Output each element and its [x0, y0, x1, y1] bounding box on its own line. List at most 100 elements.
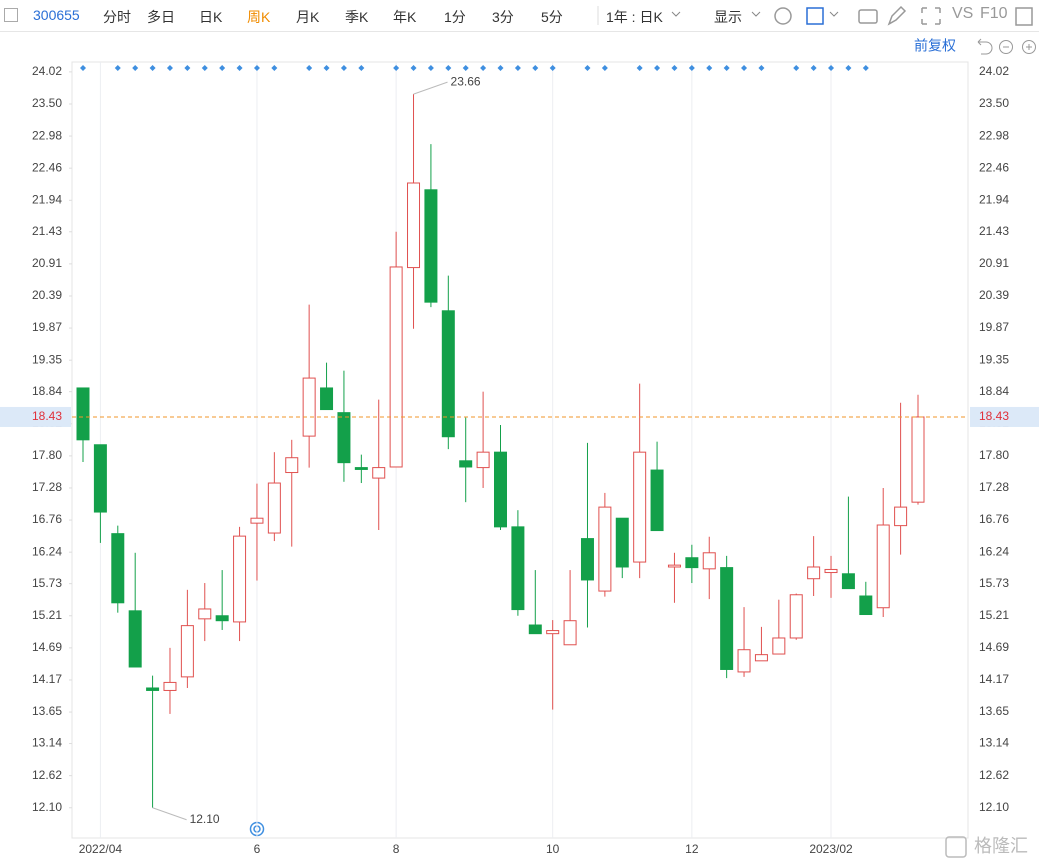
y-tick-label-right: 15.73 — [979, 576, 1009, 590]
f10[interactable]: F10 — [980, 5, 1008, 22]
candle-body — [911, 416, 925, 503]
candle-body — [598, 506, 612, 592]
event-marker — [862, 65, 869, 71]
y-tick-label-right: 21.94 — [979, 192, 1009, 206]
y-tick-label-right: 15.21 — [979, 608, 1009, 622]
y-tick-label: 12.62 — [32, 768, 62, 782]
event-marker — [219, 65, 226, 71]
period-tab[interactable]: 周K — [247, 9, 271, 25]
y-tick-label: 20.91 — [32, 256, 62, 270]
candle-body — [354, 467, 368, 470]
reset-icon[interactable] — [977, 38, 993, 55]
event-marker — [184, 65, 191, 71]
event-marker — [671, 65, 678, 71]
candle-body — [302, 377, 316, 437]
event-marker — [323, 65, 330, 71]
y-tick-label-right: 20.39 — [979, 288, 1009, 302]
candle-body — [128, 610, 142, 668]
candle-body — [528, 624, 542, 635]
period-tab[interactable]: 多日 — [147, 9, 175, 25]
period-tab[interactable]: 分时 — [103, 9, 131, 25]
panel-icon[interactable] — [1015, 7, 1033, 26]
y-tick-label: 22.46 — [32, 160, 62, 174]
y-tick-label-right: 24.02 — [979, 64, 1009, 78]
event-marker — [358, 65, 365, 71]
adjust-button[interactable]: 前复权 — [914, 38, 956, 54]
event-marker — [584, 65, 591, 71]
period-tab[interactable]: 季K — [345, 9, 369, 25]
y-tick-label: 12.10 — [32, 800, 62, 814]
candle-body — [320, 387, 334, 411]
candle-body — [563, 620, 577, 646]
settings-icon[interactable] — [774, 7, 792, 25]
y-tick-label-right: 13.14 — [979, 736, 1009, 750]
candle-body — [876, 524, 890, 609]
event-marker — [201, 65, 208, 71]
color-icon[interactable] — [806, 7, 824, 25]
zoom-out[interactable] — [999, 40, 1013, 54]
annotation-leader — [152, 807, 187, 821]
chevrons — [671, 11, 839, 17]
event-marker — [601, 65, 608, 71]
y-tick-label: 16.24 — [32, 544, 62, 558]
pen-icon[interactable] — [887, 5, 907, 26]
x-tick-label: 12 — [685, 842, 699, 856]
y-tick-label: 20.39 — [32, 288, 62, 302]
y-tick-label-right: 22.46 — [979, 160, 1009, 174]
fullscreen-icon[interactable] — [921, 7, 941, 25]
y-tick-label-right: 21.43 — [979, 224, 1009, 238]
last-price-box — [0, 406, 71, 427]
period-tab[interactable]: 月K — [296, 9, 320, 25]
event-marker — [636, 65, 643, 71]
candle-body — [407, 182, 421, 269]
candle-body — [772, 637, 786, 655]
candle-body — [633, 451, 647, 563]
stock-code[interactable]: 300655 — [33, 7, 80, 23]
zoom-in[interactable] — [1022, 40, 1036, 54]
event-marker — [462, 65, 469, 71]
event-marker — [114, 65, 121, 71]
event-marker — [828, 65, 835, 71]
compare[interactable]: VS — [952, 5, 974, 22]
period-tab[interactable]: 1分 — [444, 9, 466, 25]
last-price-label-right: 18.43 — [979, 409, 1009, 423]
candle-body — [180, 625, 194, 678]
y-tick-label: 13.65 — [32, 704, 62, 718]
y-tick-label-right: 23.50 — [979, 96, 1009, 110]
candle-body — [824, 568, 838, 574]
candle-body — [754, 654, 768, 662]
period-tab[interactable]: 3分 — [492, 9, 514, 25]
event-marker — [706, 65, 713, 71]
display-select[interactable]: 显示 — [714, 9, 742, 25]
camera-icon[interactable] — [858, 9, 878, 24]
candle-body — [650, 469, 664, 532]
y-tick-label: 21.94 — [32, 192, 62, 206]
watermark-logo — [945, 836, 967, 858]
period-tab[interactable]: 日K — [199, 9, 223, 25]
candle-body — [580, 538, 594, 581]
annotation-label: 23.66 — [451, 74, 481, 88]
period-tab[interactable]: 年K — [393, 9, 417, 25]
y-tick-label-right: 17.28 — [979, 480, 1009, 494]
candle-body — [163, 681, 177, 691]
y-tick-label-right: 19.87 — [979, 320, 1009, 334]
y-tick-label-right: 14.69 — [979, 640, 1009, 654]
candle-body — [841, 573, 855, 590]
y-tick-label-right: 12.10 — [979, 800, 1009, 814]
period-tab[interactable]: 5分 — [541, 9, 563, 25]
event-marker — [845, 65, 852, 71]
candle-body — [389, 266, 403, 468]
y-tick-label: 16.76 — [32, 512, 62, 526]
y-tick-label: 17.80 — [32, 448, 62, 462]
y-tick-label-right: 20.91 — [979, 256, 1009, 270]
candle-body — [546, 630, 560, 635]
range-select[interactable]: 1年 : 日K — [606, 9, 663, 25]
candle-body — [250, 517, 264, 524]
event-marker — [549, 65, 556, 71]
x-tick-label: 2023/02 — [809, 842, 853, 856]
candle-body — [685, 557, 699, 569]
candle-body — [476, 451, 490, 469]
checkbox[interactable] — [4, 8, 18, 22]
candle-body — [494, 451, 507, 528]
